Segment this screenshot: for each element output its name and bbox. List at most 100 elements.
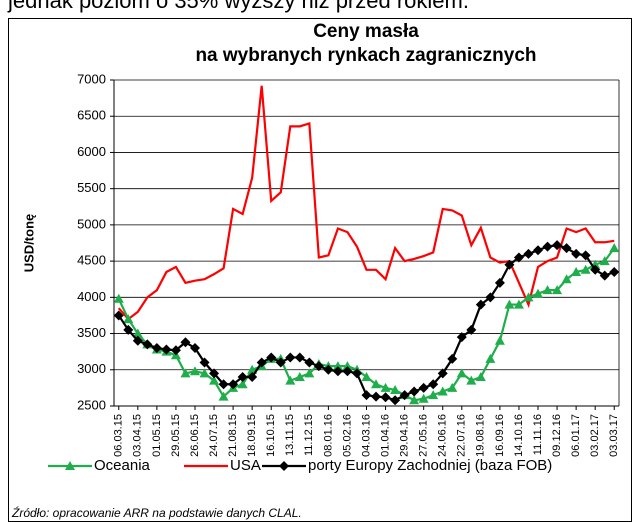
y-tick-label: 2500 <box>77 397 106 412</box>
point <box>180 368 191 378</box>
point <box>142 339 153 350</box>
point <box>390 385 401 395</box>
caption-above: jednak poziom o 35% wyższy niż przed rok… <box>7 0 469 13</box>
point <box>323 364 334 375</box>
point <box>209 368 220 379</box>
point <box>609 266 620 277</box>
y-tick-label: 7000 <box>77 71 106 86</box>
point <box>371 379 382 389</box>
legend-marker <box>65 461 75 470</box>
series-line <box>117 85 615 321</box>
point <box>189 343 200 354</box>
legend-label: porty Europy Zachodniej (baza FOB) <box>308 457 552 474</box>
legend-label: USA <box>230 457 261 474</box>
point <box>275 357 286 368</box>
point <box>590 264 601 275</box>
point <box>304 357 315 368</box>
point <box>504 259 515 270</box>
x-tick-label: 11.11.16 <box>532 414 544 455</box>
point <box>580 264 591 274</box>
point <box>409 395 420 405</box>
y-tick-label: 5500 <box>77 180 106 195</box>
point <box>599 256 610 266</box>
point <box>218 391 229 401</box>
point <box>209 375 220 385</box>
point <box>113 310 124 321</box>
y-tick-label: 6500 <box>77 108 106 123</box>
point <box>342 361 353 371</box>
x-tick-label: 01.05.15 <box>151 414 163 457</box>
point <box>542 285 553 295</box>
point <box>371 391 382 402</box>
point <box>542 241 553 252</box>
x-tick-label: 06.03.15 <box>113 414 125 457</box>
point <box>533 288 544 298</box>
x-tick-label: 11.12.15 <box>303 414 315 456</box>
x-tick-label: 03.02.17 <box>589 414 601 457</box>
x-tick-label: 22.07.16 <box>456 414 468 457</box>
point <box>294 352 305 363</box>
point <box>466 324 477 335</box>
point <box>447 382 458 392</box>
point <box>123 324 134 335</box>
x-tick-label: 16.09.16 <box>494 414 506 457</box>
point <box>285 352 296 363</box>
point <box>571 248 582 259</box>
point <box>123 314 134 324</box>
point <box>151 343 162 354</box>
point <box>437 368 448 379</box>
y-tick-label: 4000 <box>77 289 106 304</box>
point <box>599 270 610 281</box>
point <box>361 390 372 401</box>
point <box>456 368 467 378</box>
x-tick-label: 01.04.16 <box>379 414 391 457</box>
point <box>390 395 401 406</box>
legend-label: Oceania <box>94 457 151 474</box>
point <box>437 386 448 396</box>
point <box>294 372 305 382</box>
point <box>504 299 515 309</box>
chart-title: na wybranych rynkach zagranicznych <box>195 45 536 66</box>
point <box>189 366 200 376</box>
point <box>533 245 544 256</box>
point <box>418 393 429 403</box>
x-tick-label: 14.10.16 <box>513 414 525 457</box>
point <box>447 353 458 364</box>
point <box>485 292 496 303</box>
point <box>218 379 229 390</box>
point <box>161 344 172 355</box>
point <box>475 299 486 310</box>
point <box>428 379 439 390</box>
point <box>380 382 391 392</box>
point <box>304 368 315 378</box>
x-tick-label: 29.05.15 <box>170 414 182 457</box>
x-tick-label: 09.12.16 <box>551 414 563 457</box>
point <box>228 379 239 390</box>
x-tick-label: 29.04.16 <box>399 414 411 457</box>
point <box>552 285 563 295</box>
chart-frame <box>8 18 632 522</box>
point <box>351 368 362 379</box>
x-tick-label: 19.08.16 <box>475 414 487 457</box>
x-tick-label: 08.01.16 <box>322 414 334 457</box>
point <box>523 248 534 259</box>
point <box>113 293 124 303</box>
point <box>580 250 591 261</box>
x-tick-label: 04.03.16 <box>360 414 372 457</box>
point <box>409 386 420 397</box>
y-tick-label: 4500 <box>77 253 106 268</box>
point <box>523 292 534 302</box>
x-tick-label: 05.02.16 <box>341 414 353 457</box>
x-tick-label: 26.06.15 <box>189 414 201 457</box>
point <box>237 379 248 389</box>
point <box>494 277 505 288</box>
x-tick-label: 27.05.16 <box>418 414 430 457</box>
point <box>199 357 210 368</box>
point <box>428 390 439 400</box>
x-tick-label: 21.08.15 <box>227 414 239 457</box>
point <box>418 382 429 393</box>
point <box>561 243 572 254</box>
point <box>466 375 477 385</box>
